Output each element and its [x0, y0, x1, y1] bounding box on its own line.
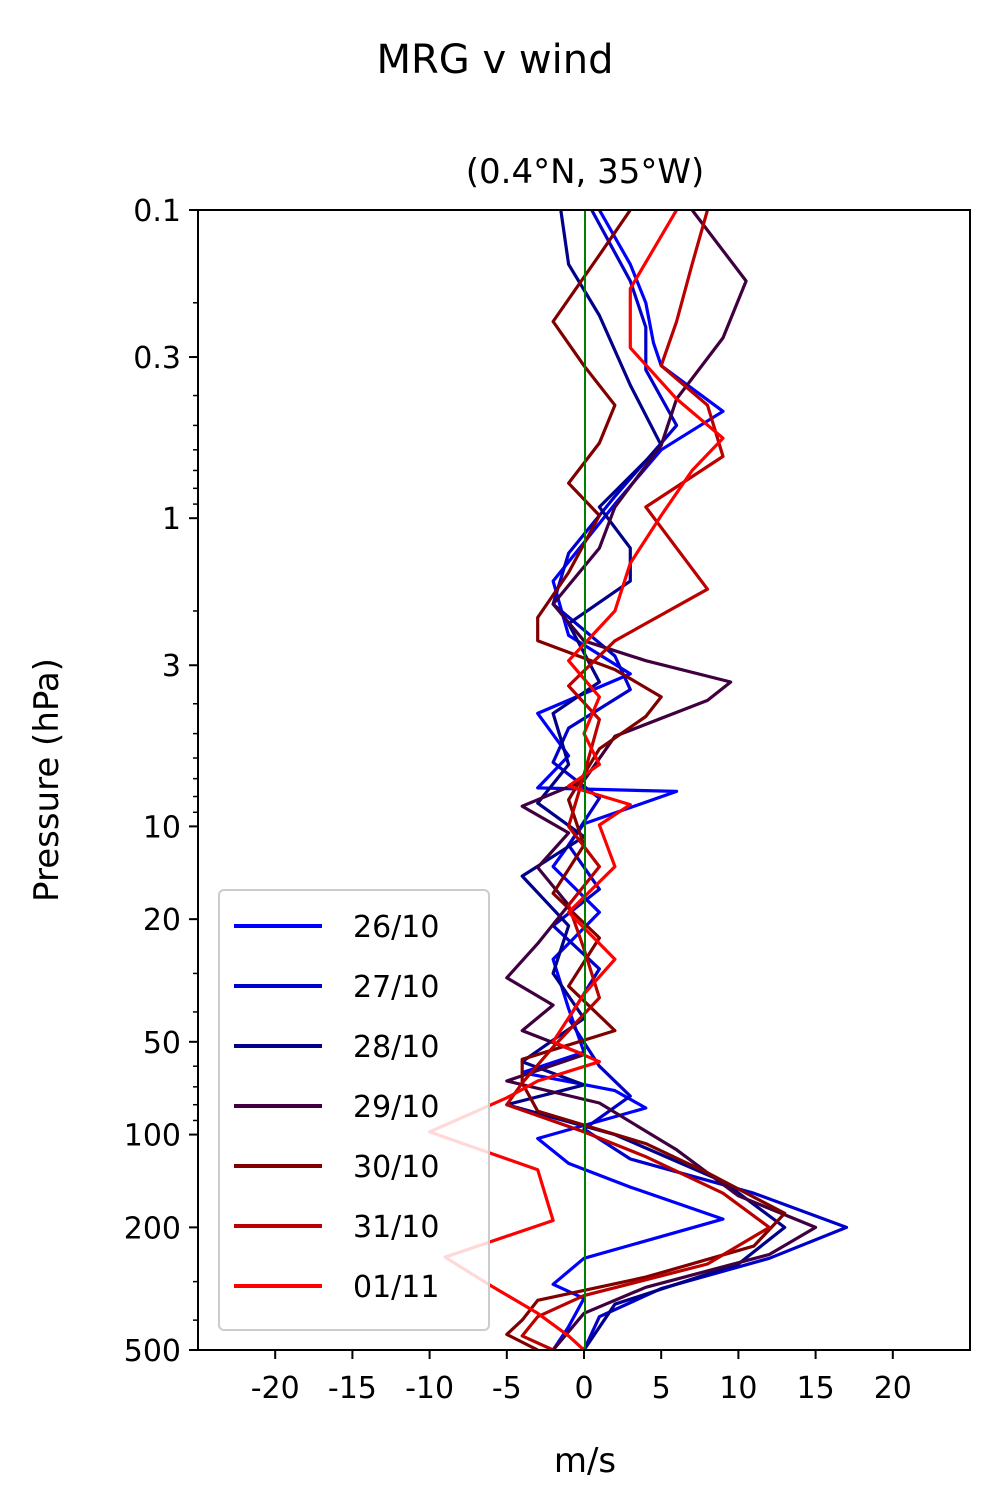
legend-label: 31/10 [353, 1210, 439, 1245]
y-tick-label: 3 [162, 649, 181, 684]
series-line-5 [505, 210, 787, 1350]
y-tick-label: 500 [124, 1334, 181, 1369]
y-tick-label: 1 [162, 502, 181, 537]
x-tick-label: 5 [652, 1371, 671, 1406]
y-tick-label: 100 [124, 1119, 181, 1154]
y-tick-label: 0.3 [133, 341, 181, 376]
legend-label: 28/10 [353, 1030, 439, 1065]
y-tick-label: 20 [143, 903, 181, 938]
x-tick-label: -5 [492, 1371, 522, 1406]
y-tick-label: 200 [124, 1211, 181, 1246]
y-tick-label: 50 [143, 1026, 181, 1061]
legend-label: 30/10 [353, 1150, 439, 1185]
chart-suptitle: MRG v wind [377, 37, 614, 83]
x-tick-label: 15 [797, 1371, 835, 1406]
x-axis-label: m/s [554, 1441, 616, 1481]
x-tick-label: 20 [874, 1371, 912, 1406]
legend: 26/10 27/10 28/10 29/10 30/10 31/10 01/11 [218, 889, 490, 1331]
legend-label: 26/10 [353, 910, 439, 945]
series-layer [428, 210, 849, 1350]
chart-title: (0.4°N, 35°W) [466, 152, 705, 192]
legend-label: 27/10 [353, 970, 439, 1005]
x-tick-label: -10 [405, 1371, 454, 1406]
series-line-7 [428, 210, 725, 1350]
series-line-4 [505, 210, 818, 1350]
ticks-layer: -20 -15 -10 -5 0 5 10 15 20 0.1 0.3 1 3 10 20 50 100 200 5… [124, 194, 912, 1406]
legend-label: 01/11 [353, 1270, 439, 1305]
series-line-3 [505, 210, 787, 1350]
legend-frame [218, 889, 490, 1331]
x-tick-label: 10 [719, 1371, 757, 1406]
y-tick-label: 0.1 [133, 194, 181, 229]
y-axis-label: Pressure (hPa) [27, 658, 67, 902]
legend-label: 29/10 [353, 1090, 439, 1125]
x-tick-label: 0 [574, 1371, 593, 1406]
x-tick-label: -15 [328, 1371, 377, 1406]
x-tick-label: -20 [251, 1371, 300, 1406]
y-tick-label: 10 [143, 810, 181, 845]
